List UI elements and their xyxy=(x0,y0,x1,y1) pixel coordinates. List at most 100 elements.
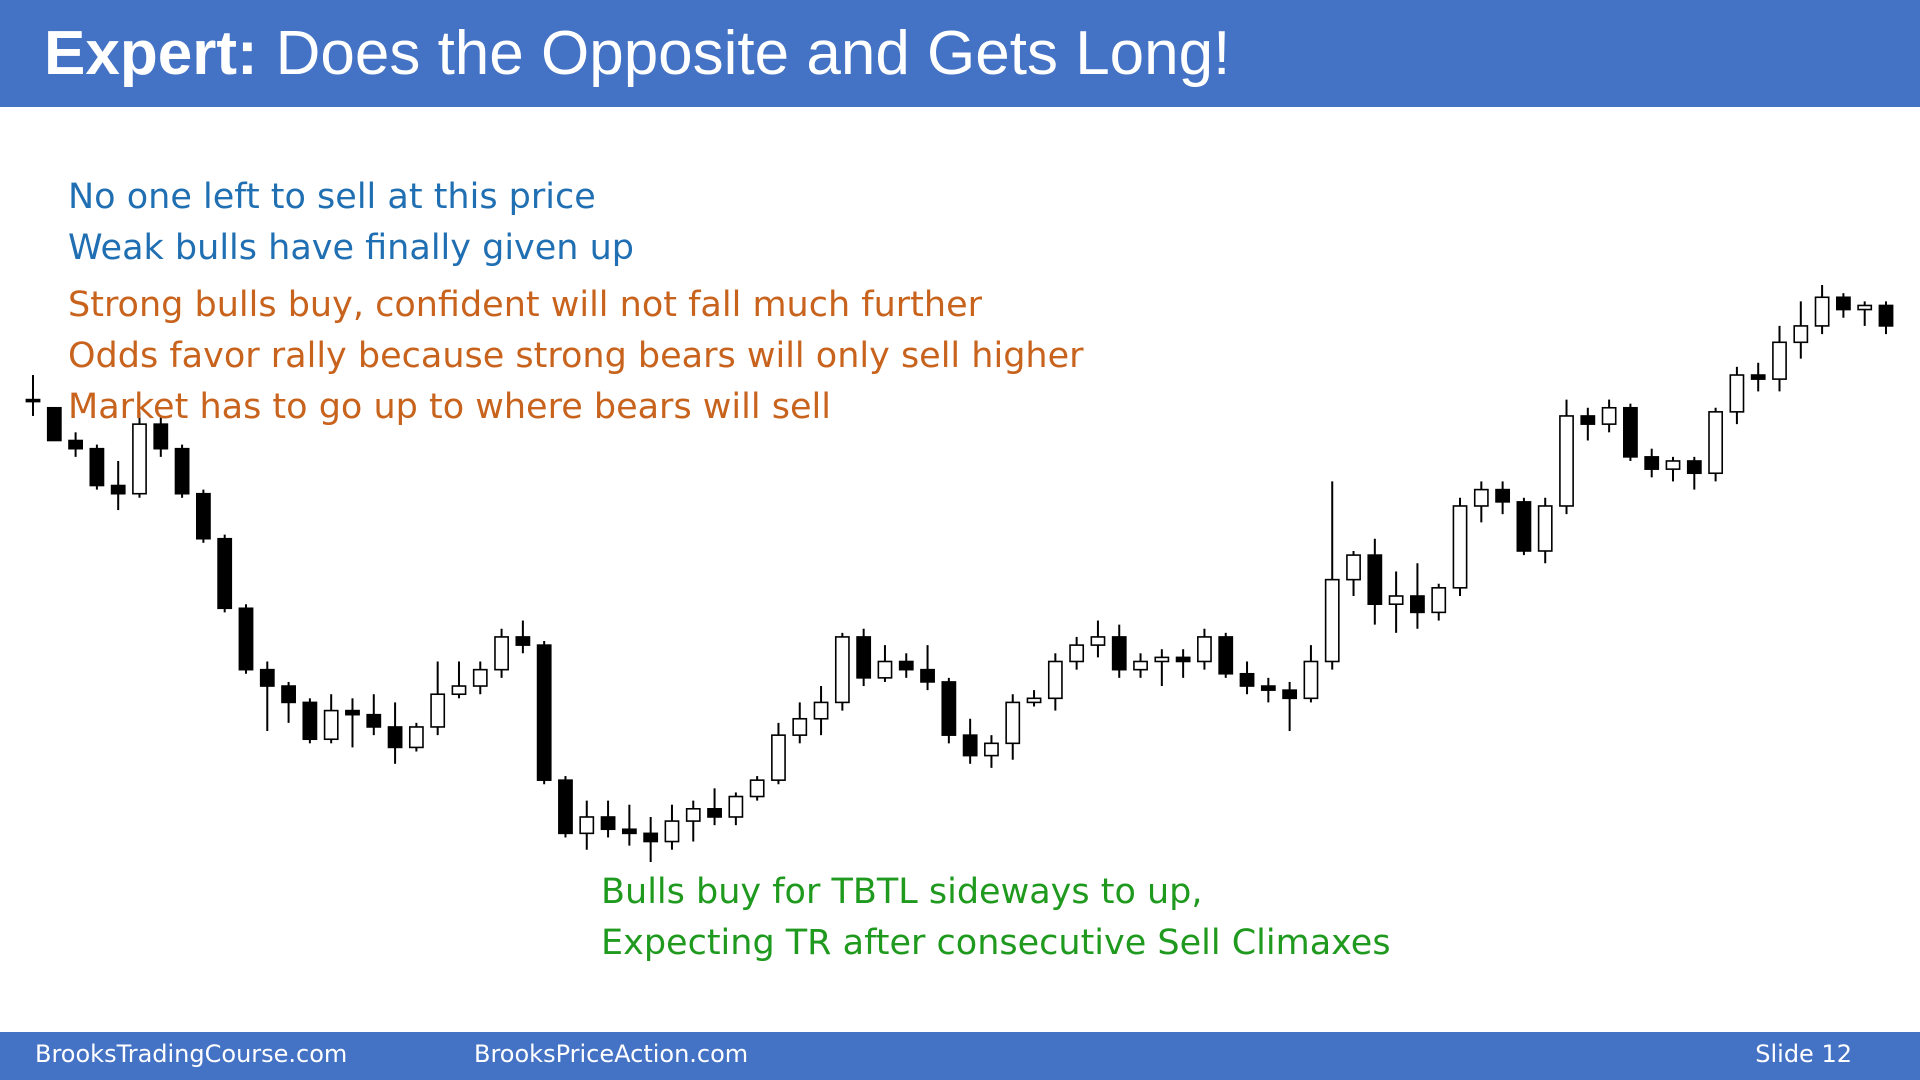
bull-candle-body xyxy=(1324,578,1340,663)
candle xyxy=(1346,550,1361,597)
orange-line-1: Strong bulls buy, confident will not fal… xyxy=(68,285,982,325)
orange-line-3: Market has to go up to where bears will … xyxy=(68,387,831,427)
bear-candle-body xyxy=(1111,636,1127,671)
candle xyxy=(451,661,467,699)
candle xyxy=(1431,583,1447,621)
candle xyxy=(1516,497,1532,556)
candle xyxy=(813,686,829,736)
candle xyxy=(579,800,595,850)
bull-candle-body xyxy=(1047,660,1063,700)
bull-candle-body xyxy=(1857,304,1873,311)
candle xyxy=(1878,301,1894,335)
candle xyxy=(1388,571,1404,633)
candle xyxy=(174,444,190,498)
bear-candle-body xyxy=(1175,656,1191,663)
bear-candle-body xyxy=(153,423,169,450)
bear-candle-body xyxy=(1835,296,1851,311)
bear-candle-body xyxy=(1260,685,1276,691)
bear-candle-body xyxy=(558,779,573,835)
candle xyxy=(25,375,41,416)
candle xyxy=(898,653,914,678)
candle xyxy=(1814,285,1830,335)
bull-candle-body xyxy=(1793,325,1809,344)
bear-candle-body xyxy=(259,668,275,687)
bear-candle-body xyxy=(25,398,41,403)
candle xyxy=(1324,481,1340,670)
candle xyxy=(217,534,233,613)
candle xyxy=(856,628,872,687)
candle xyxy=(195,489,211,543)
candle xyxy=(281,681,296,723)
candle xyxy=(1857,301,1873,326)
bear-candle-body xyxy=(1367,554,1383,605)
candle xyxy=(643,816,659,862)
bear-candle-body xyxy=(1878,304,1894,327)
candle xyxy=(685,800,701,842)
candle xyxy=(515,620,531,654)
orange-line-2: Odds favor rally because strong bears wi… xyxy=(68,336,1084,376)
bear-candle-body xyxy=(1750,374,1766,380)
green-annotation: Bulls buy for TBTL sideways to up, Expec… xyxy=(601,867,1391,969)
bull-candle-body xyxy=(834,636,850,704)
candle xyxy=(728,792,744,826)
candle xyxy=(1069,636,1085,670)
candle xyxy=(366,694,382,736)
bull-candle-body xyxy=(408,726,424,749)
candle xyxy=(238,604,254,674)
candle xyxy=(984,735,999,768)
candle xyxy=(1218,632,1234,678)
candle xyxy=(89,444,105,490)
candle xyxy=(664,804,680,850)
candle xyxy=(536,641,552,785)
bull-candle-body xyxy=(1197,636,1212,663)
candle xyxy=(1708,407,1724,482)
candle xyxy=(1452,497,1468,597)
bear-candle-body xyxy=(1580,415,1596,425)
candle xyxy=(259,661,275,732)
bear-candle-body xyxy=(89,447,105,487)
candle xyxy=(1154,649,1170,687)
candle xyxy=(1750,362,1766,392)
bull-candle-body xyxy=(494,636,509,671)
candlestick-chart xyxy=(25,285,1894,862)
candle xyxy=(132,411,147,498)
candle xyxy=(430,661,446,736)
candle xyxy=(68,432,84,457)
bull-candle-body xyxy=(1452,505,1468,589)
bull-candle-body xyxy=(1069,644,1085,663)
bear-candle-body xyxy=(621,828,637,835)
blue-line-2: Weak bulls have finally given up xyxy=(68,228,634,268)
bull-candle-body xyxy=(728,795,744,818)
candle xyxy=(1410,563,1425,629)
bull-candle-body xyxy=(1601,406,1617,425)
bull-candle-body xyxy=(1537,505,1553,552)
candle xyxy=(1047,653,1063,711)
bull-candle-body xyxy=(749,779,765,798)
bear-candle-body xyxy=(643,832,659,843)
bull-candle-body xyxy=(664,820,680,843)
candle xyxy=(1772,325,1787,392)
candle xyxy=(1133,653,1148,678)
slide-number: Slide 12 xyxy=(1755,1040,1852,1068)
slide-footer: BrooksTradingCourse.com BrooksPriceActio… xyxy=(0,1032,1920,1080)
bull-candle-body xyxy=(430,693,446,728)
bull-candle-body xyxy=(1559,415,1574,507)
candle xyxy=(1111,624,1127,678)
candle xyxy=(1793,301,1809,359)
candle xyxy=(600,800,616,838)
candle xyxy=(941,677,957,744)
bull-candle-body xyxy=(1026,697,1042,704)
bear-candle-body xyxy=(281,685,296,704)
bull-candle-body xyxy=(685,808,701,822)
orange-annotation: Strong bulls buy, confident will not fal… xyxy=(68,280,1084,433)
candle xyxy=(1537,497,1553,564)
blue-annotation: No one left to sell at this price Weak b… xyxy=(68,172,634,274)
candle xyxy=(1367,538,1383,625)
candle xyxy=(792,702,808,744)
candle xyxy=(408,722,424,752)
candle xyxy=(962,718,978,764)
bear-candle-body xyxy=(217,537,233,610)
bear-candle-body xyxy=(600,816,616,831)
candle xyxy=(110,460,126,511)
candle xyxy=(1239,661,1255,695)
